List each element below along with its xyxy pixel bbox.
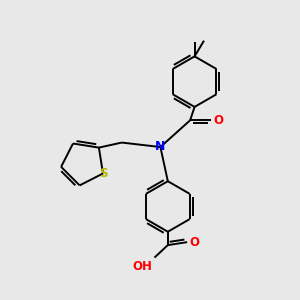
Text: O: O (213, 114, 223, 127)
Text: N: N (154, 140, 165, 153)
Text: OH: OH (133, 260, 153, 273)
Text: S: S (99, 167, 107, 180)
Text: O: O (189, 236, 199, 249)
